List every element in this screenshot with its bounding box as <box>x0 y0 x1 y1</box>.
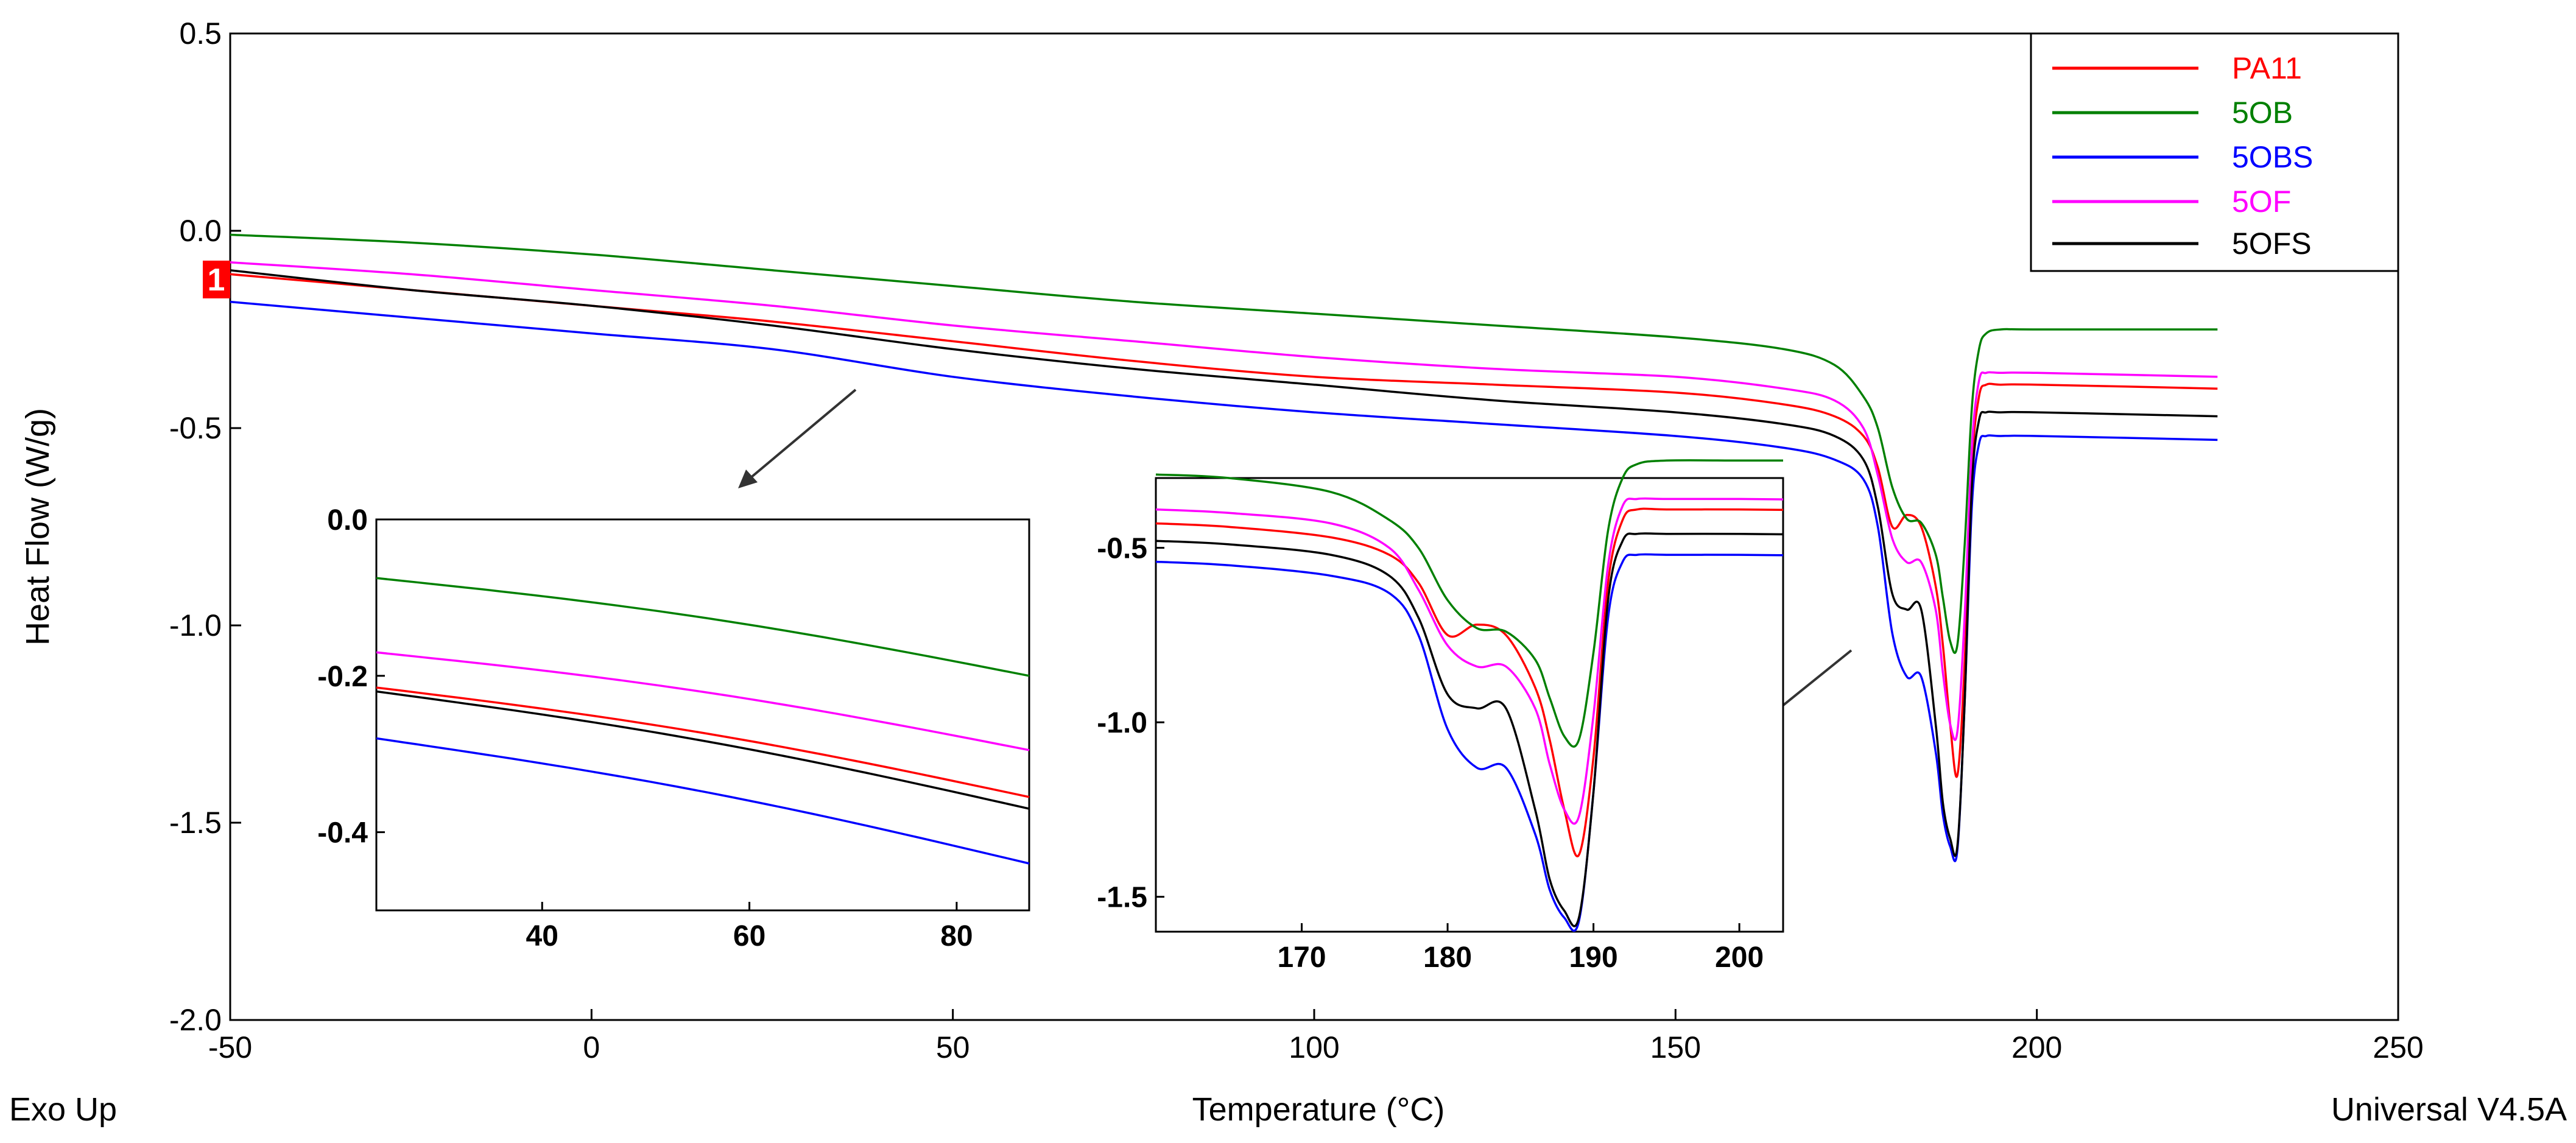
inset-low-x-tick-label-80: 80 <box>940 920 973 952</box>
arrow-to-low-inset <box>749 389 857 479</box>
inset-melt-y-tick-label--1-0: -1.0 <box>1097 707 1147 739</box>
legend: PA11 5OB 5OBS 5OF 5OFS <box>2030 32 2399 272</box>
inset-melt: 170 180 190 200 -0.5 -1.0 -1.5 <box>1097 459 1784 974</box>
inset-melt-x-tick-label-180: 180 <box>1423 941 1472 974</box>
main-x-tick-label-50: 50 <box>936 1030 970 1064</box>
main-y-tick-label--2-0: -2.0 <box>169 1003 222 1037</box>
inset-melt-ticks: 170 180 190 200 -0.5 -1.0 -1.5 <box>1097 533 1764 974</box>
main-y-tick-label-0-5: 0.5 <box>179 16 222 51</box>
main-y-tick-label-0-0: 0.0 <box>179 214 222 248</box>
main-x-tick-label-200: 200 <box>2011 1030 2062 1064</box>
main-y-tick-label--1-5: -1.5 <box>169 806 222 840</box>
y-axis-label: Heat Flow (W/g) <box>19 408 56 645</box>
inset-low-line-5obs <box>376 737 1030 865</box>
main-x-tick-label-0: 0 <box>583 1030 600 1064</box>
legend-label-5ob: 5OB <box>2232 96 2293 130</box>
main-y-tick-label--1-0: -1.0 <box>169 608 222 642</box>
series-line-5ofs <box>230 269 2218 857</box>
inset-melt-x-tick-label-170: 170 <box>1277 941 1326 974</box>
legend-label-5of: 5OF <box>2232 185 2291 219</box>
legend-label-pa11: PA11 <box>2232 51 2302 85</box>
legend-box <box>2030 32 2399 272</box>
main-axis-ticks: -50 0 50 100 150 200 250 0.5 0.0 -0.5 -1.0 -1.5 -2.0 <box>169 16 2424 1064</box>
legend-label-5ofs: 5OFS <box>2232 227 2312 261</box>
inset-low-series <box>376 577 1030 865</box>
inset-low-line-5ofs <box>376 690 1030 810</box>
inset-low-y-tick-label--0-2: -0.2 <box>317 661 368 693</box>
inset-melt-line-5ofs <box>1155 532 1784 927</box>
marker-badge <box>203 261 230 298</box>
inset-low-line-5of <box>376 651 1030 751</box>
inset-melt-x-tick-label-200: 200 <box>1715 941 1764 974</box>
main-x-tick-label--50: -50 <box>208 1030 252 1064</box>
inset-low-line-5ob <box>376 577 1030 677</box>
main-x-tick-label-150: 150 <box>1650 1030 1701 1064</box>
arrow-to-low-inset-head <box>738 470 758 488</box>
main-x-tick-label-100: 100 <box>1289 1030 1339 1064</box>
main-series-group <box>230 233 2218 862</box>
inset-low-line-pa11 <box>376 686 1030 798</box>
main-y-tick-label--0-5: -0.5 <box>169 411 222 445</box>
inset-melt-line-5of <box>1155 497 1784 825</box>
inset-melt-series <box>1155 459 1784 932</box>
legend-label-5obs: 5OBS <box>2232 140 2313 174</box>
footer-software-version: Universal V4.5A <box>2331 1091 2567 1128</box>
main-x-tick-label-250: 250 <box>2373 1030 2423 1064</box>
footer-exo-up: Exo Up <box>9 1091 117 1128</box>
inset-melt-frame <box>1155 477 1784 933</box>
x-axis-label: Temperature (°C) <box>1192 1091 1445 1128</box>
inset-low-y-tick-label--0-4: -0.4 <box>317 817 368 849</box>
inset-melt-y-tick-label--1-5: -1.5 <box>1097 882 1147 914</box>
inset-melt-line-5obs <box>1155 553 1784 932</box>
inset-melt-line-5ob <box>1155 459 1783 748</box>
inset-melt-line-pa11 <box>1155 507 1784 857</box>
inset-low-frame <box>375 518 1030 912</box>
series-line-5of <box>230 261 2218 741</box>
inset-low-x-tick-label-60: 60 <box>733 920 765 952</box>
inset-melt-x-tick-label-190: 190 <box>1569 941 1618 974</box>
series-line-5ob <box>230 233 2218 654</box>
inset-melt-y-tick-label--0-5: -0.5 <box>1097 533 1147 565</box>
inset-low-temp: 40 60 80 0.0 -0.2 -0.4 <box>317 504 1030 952</box>
inset-low-y-tick-label-0-0: 0.0 <box>327 504 368 536</box>
inset-low-ticks: 40 60 80 0.0 -0.2 -0.4 <box>317 504 973 952</box>
inset-low-x-tick-label-40: 40 <box>526 920 558 952</box>
marker-label: 1 <box>208 262 225 298</box>
